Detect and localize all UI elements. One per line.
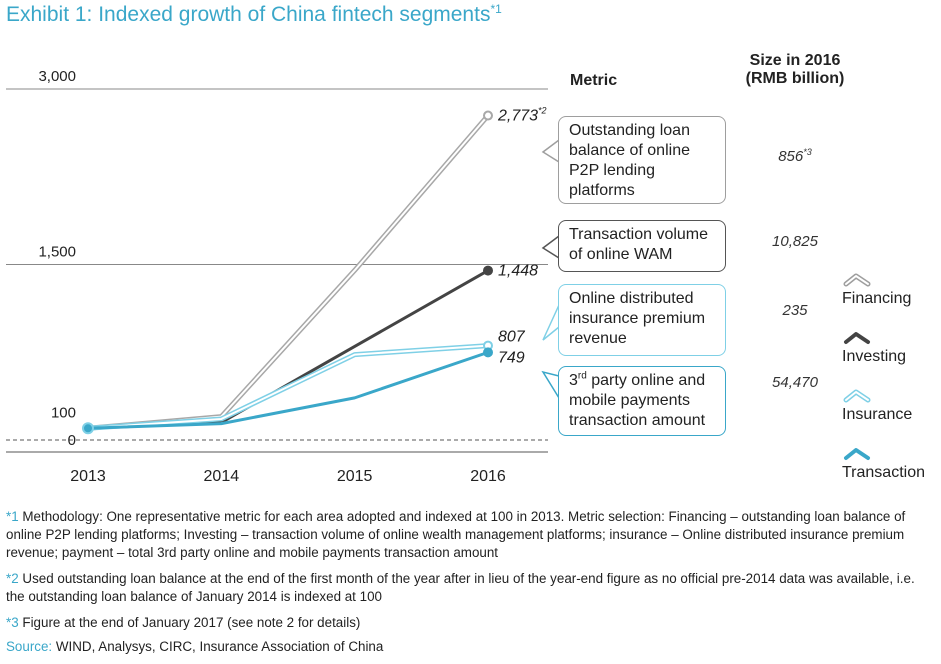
footnote-3: *3 Figure at the end of January 2017 (se… <box>6 614 934 632</box>
end-label-investing: 1,448 <box>498 263 538 280</box>
size-header-line2: (RMB billion) <box>745 70 845 87</box>
chart-title: Exhibit 1: Indexed growth of China finte… <box>6 3 502 27</box>
size-insurance: 235 <box>782 302 808 319</box>
legend-icon-inner-insurance <box>845 391 869 401</box>
size-financing-value: 856 <box>778 148 804 165</box>
footnote-2: *2 Used outstanding loan balance at the … <box>6 570 934 606</box>
legend-icon-inner-financing <box>845 275 869 285</box>
series-line-financing <box>87 113 490 431</box>
line-chart: 0 100 1,500 3,000 2013 2014 2015 2016 2,773*2 1,4… <box>6 68 871 485</box>
start-point <box>82 422 94 435</box>
size-header-line1: Size in 2016 <box>749 52 841 69</box>
footnote-3-mark: *3 <box>6 615 19 630</box>
size-investing: 10,825 <box>772 233 818 250</box>
metric-header: Metric <box>570 72 618 89</box>
size-header: Size in 2016 (RMB billion) <box>740 52 850 88</box>
x-tick-label: 2014 <box>204 468 240 485</box>
metric-insurance-text: Online distributed insurance premium rev… <box>569 290 706 347</box>
footnote-1-text: Methodology: One representative metric f… <box>6 509 906 560</box>
y-tick-label: 100 <box>51 404 76 421</box>
pointer-financing <box>541 138 560 164</box>
end-label-insurance: 807 <box>498 329 526 346</box>
metric-transaction-text: party online and mobile payments transac… <box>569 372 706 429</box>
metric-box-investing: Transaction volume of online WAM <box>558 220 726 272</box>
metric-box-financing: Outstanding loan balance of online P2P l… <box>558 116 726 204</box>
metric-investing-text: Transaction volume of online WAM <box>569 226 709 263</box>
metric-transaction-prefix: 3 <box>569 372 578 389</box>
footnote-1: *1 Methodology: One representative metri… <box>6 508 934 562</box>
metric-box-transaction: 3rd party online and mobile payments tra… <box>558 366 726 436</box>
footnote-3-text: Figure at the end of January 2017 (see n… <box>18 615 361 630</box>
chart-title-note: *1 <box>490 2 502 16</box>
x-tick-label: 2016 <box>470 468 506 485</box>
chart-title-text: Exhibit 1: Indexed growth of China finte… <box>6 3 491 26</box>
legend-icon-transaction <box>844 448 870 460</box>
metric-transaction-sup: rd <box>577 370 587 382</box>
series-line-inner-financing <box>87 114 489 430</box>
x-tick-label: 2015 <box>337 468 373 485</box>
y-tick-label: 3,000 <box>38 68 76 85</box>
end-label-transaction: 749 <box>498 349 525 366</box>
y-tick-label: 0 <box>68 432 76 449</box>
y-tick-label: 1,500 <box>38 244 76 261</box>
size-transaction: 54,470 <box>772 374 818 391</box>
end-label-financing: 2,773*2 <box>497 106 547 125</box>
series-line-transaction <box>87 350 489 430</box>
pointer-insurance <box>542 304 560 341</box>
size-financing: 856*3 <box>755 147 835 166</box>
metric-financing-text: Outstanding loan balance of online P2P l… <box>569 122 690 199</box>
footnote-1-mark: *1 <box>6 509 19 524</box>
legend-label-insurance: Insurance <box>842 406 913 423</box>
series-line-inner-insurance <box>87 344 489 430</box>
source-text: WIND, Analysys, CIRC, Insurance Associat… <box>52 639 384 654</box>
end-point-transaction <box>483 347 493 358</box>
source-mark: Source: <box>6 639 53 654</box>
source-note: Source: WIND, Analysys, CIRC, Insurance … <box>6 638 934 656</box>
end-point-investing <box>483 265 493 276</box>
footnote-2-mark: *2 <box>6 571 19 586</box>
end-label-note: *2 <box>538 106 547 116</box>
x-tick-label: 2013 <box>70 468 106 485</box>
legend-icon-investing <box>844 332 870 344</box>
legend-label-transaction: Transaction <box>842 464 925 481</box>
end-point-financing <box>483 110 493 121</box>
legend-label-investing: Investing <box>842 348 907 365</box>
legend-label-financing: Financing <box>842 290 912 307</box>
pointer-investing <box>541 234 560 260</box>
footnote-2-text: Used outstanding loan balance at the end… <box>6 571 915 604</box>
pointer-transaction <box>541 370 560 401</box>
metric-box-insurance: Online distributed insurance premium rev… <box>558 284 726 356</box>
size-financing-note: *3 <box>803 147 812 157</box>
